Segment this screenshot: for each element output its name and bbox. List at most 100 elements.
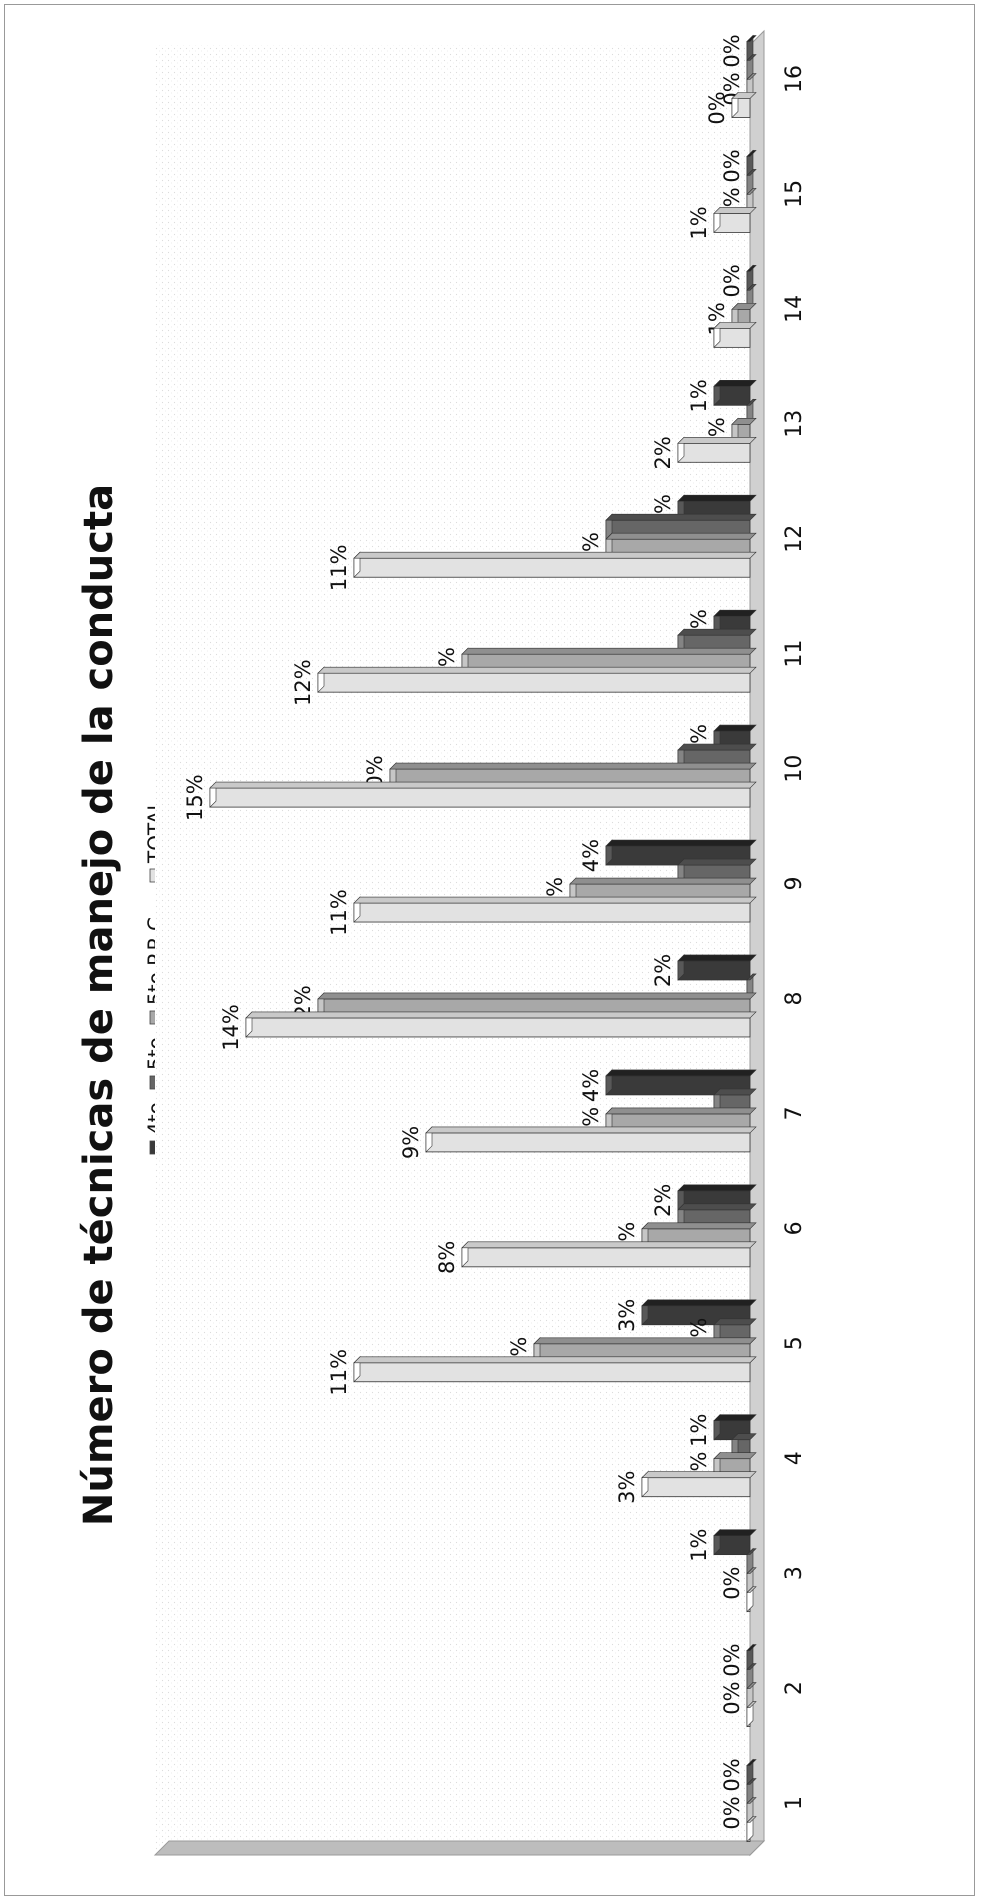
bar-cat11-total: 12%	[291, 659, 757, 706]
bar-cat2-5to-p-r-c-: 0%	[720, 1681, 757, 1715]
plot-back-wall	[155, 45, 750, 1855]
bar-side	[746, 35, 757, 42]
bar-side	[746, 1663, 757, 1670]
bar-side	[713, 724, 757, 732]
bar-side	[746, 169, 757, 176]
category-tick-label: 1	[782, 1796, 807, 1810]
data-label: 0%	[720, 1643, 744, 1676]
bar-side	[746, 1644, 757, 1651]
category-tick-label: 11	[782, 640, 807, 668]
bar-cat7-total: 9%	[399, 1126, 757, 1159]
bar-side	[353, 896, 757, 904]
data-label: 2%	[651, 1184, 675, 1217]
category-tick-label: 6	[782, 1221, 807, 1235]
bar-side	[746, 1797, 757, 1804]
bar-side	[746, 188, 757, 195]
data-label: 0%	[720, 34, 744, 67]
bar-cat9-4to: 4%	[579, 839, 757, 872]
bar-face	[425, 1132, 751, 1153]
bar-side	[746, 1701, 757, 1708]
chart-title: Número de técnicas de manejo de la condu…	[76, 484, 122, 1526]
bar-face	[641, 1477, 751, 1498]
bar-side	[713, 609, 757, 617]
data-label: 9%	[399, 1126, 423, 1159]
data-label: 8%	[435, 1241, 459, 1274]
bar-side	[746, 1816, 757, 1823]
bar-cat1-5to-p-r-c-: 0%	[720, 1796, 757, 1830]
bar-side	[731, 1433, 757, 1440]
bar-side	[677, 858, 757, 866]
bar-side	[746, 284, 757, 291]
bar-side	[713, 1529, 757, 1536]
data-label: 4%	[579, 1069, 603, 1102]
bar-cat16-total: 0%	[705, 91, 757, 125]
bar-cat8-total: 14%	[219, 1004, 757, 1051]
plot-area	[153, 29, 766, 1857]
data-label: 0%	[720, 1681, 744, 1714]
data-label: 11%	[327, 889, 351, 936]
bar-face	[353, 557, 751, 578]
bar-side	[731, 303, 757, 310]
bar-face	[677, 442, 751, 463]
bar-side	[746, 54, 757, 61]
bar-side	[746, 1682, 757, 1689]
bar-side	[533, 1337, 757, 1345]
data-label: 1%	[687, 1414, 711, 1447]
bar-cat4-total: 3%	[615, 1471, 757, 1504]
category-tick-label: 9	[782, 877, 807, 891]
bar-side	[605, 532, 757, 540]
bar-side	[746, 150, 757, 157]
bar-cat10-total: 15%	[183, 774, 757, 821]
data-label: 1%	[687, 1528, 711, 1561]
bar-cat15-total: 1%	[687, 206, 757, 240]
bar-side	[746, 1759, 757, 1766]
bar-side	[746, 265, 757, 272]
bar-side	[713, 1088, 757, 1096]
bar-side	[641, 1299, 757, 1307]
bar-side	[605, 1107, 757, 1115]
bar-side	[677, 743, 757, 751]
bar-cat13-4to: 1%	[687, 379, 757, 412]
bar-side	[641, 1471, 757, 1478]
category-tick-label: 15	[782, 180, 807, 208]
bar-side	[569, 877, 757, 885]
bar-cat3-4to: 1%	[687, 1528, 757, 1562]
data-label: 11%	[327, 544, 351, 591]
bar-cat14-total	[713, 321, 757, 349]
bar-face	[677, 960, 751, 981]
bar-face	[353, 1362, 751, 1383]
data-label: 3%	[615, 1299, 639, 1332]
bar-cat8-4to: 2%	[651, 954, 757, 987]
bar-side	[425, 1126, 757, 1134]
category-tick-label: 13	[782, 410, 807, 438]
data-label: 1%	[687, 206, 711, 239]
data-label: 0%	[720, 264, 744, 297]
bar-side	[731, 92, 757, 99]
chart-frame: Número de técnicas de manejo de la condu…	[4, 4, 975, 1896]
data-label: 14%	[219, 1004, 243, 1051]
bar-side	[746, 1567, 757, 1574]
bar-cat14-5to-p-r-c-: 1%	[705, 302, 757, 336]
category-tick-label: 8	[782, 991, 807, 1005]
data-label: 0%	[720, 1796, 744, 1829]
data-label: 15%	[183, 774, 207, 821]
bar-cat1-total	[746, 1815, 757, 1843]
bar-side	[677, 1203, 757, 1211]
chart-canvas: Número de técnicas de manejo de la condu…	[76, 29, 807, 1857]
bar-cat3-5to-p-r-c-: 0%	[720, 1566, 757, 1600]
data-label: 0%	[720, 1758, 744, 1791]
bar-cat13-total: 2%	[651, 436, 757, 469]
bar-side	[746, 1778, 757, 1785]
plot-side-wall	[153, 1840, 766, 1856]
data-label: 2%	[651, 954, 675, 987]
bar-side	[605, 513, 757, 521]
bar-side	[677, 628, 757, 636]
bar-side	[605, 839, 757, 847]
bar-face	[353, 902, 751, 923]
chart-title-group: Número de técnicas de manejo de la condu…	[76, 484, 122, 1526]
bar-side	[677, 1184, 757, 1192]
data-label: 0%	[720, 149, 744, 182]
bar-side	[746, 73, 757, 80]
category-tick-label: 3	[782, 1566, 807, 1580]
